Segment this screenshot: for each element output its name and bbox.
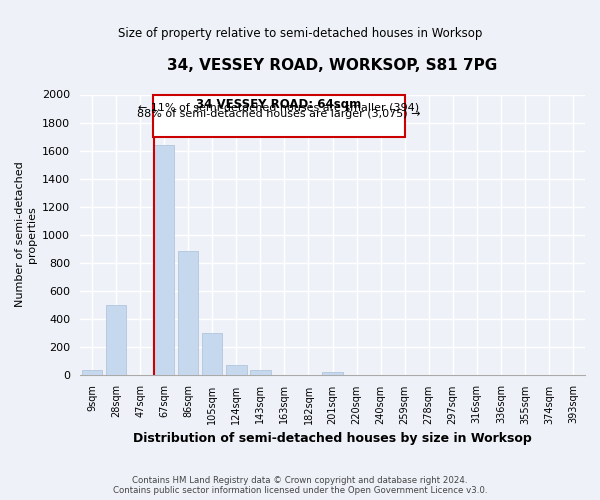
Bar (226, 365, 247, 374)
Text: 88% of semi-detached houses are larger (3,075) →: 88% of semi-detached houses are larger (… (137, 108, 421, 118)
Text: Size of property relative to semi-detached houses in Worksop: Size of property relative to semi-detach… (118, 28, 482, 40)
Bar (322, 372, 343, 374)
Text: 34 VESSEY ROAD: 64sqm: 34 VESSEY ROAD: 64sqm (196, 98, 362, 110)
Bar (106, 304, 126, 374)
FancyBboxPatch shape (154, 94, 404, 136)
Bar (178, 252, 199, 374)
Title: 34, VESSEY ROAD, WORKSOP, S81 7PG: 34, VESSEY ROAD, WORKSOP, S81 7PG (167, 58, 497, 72)
Y-axis label: Number of semi-detached
properties: Number of semi-detached properties (15, 162, 37, 308)
Bar (250, 370, 271, 374)
Text: Contains HM Land Registry data © Crown copyright and database right 2024.
Contai: Contains HM Land Registry data © Crown c… (113, 476, 487, 495)
X-axis label: Distribution of semi-detached houses by size in Worksop: Distribution of semi-detached houses by … (133, 432, 532, 445)
Bar (202, 332, 223, 374)
Bar (82, 370, 102, 374)
Text: ← 11% of semi-detached houses are smaller (394): ← 11% of semi-detached houses are smalle… (139, 103, 419, 113)
Bar (154, 145, 175, 374)
